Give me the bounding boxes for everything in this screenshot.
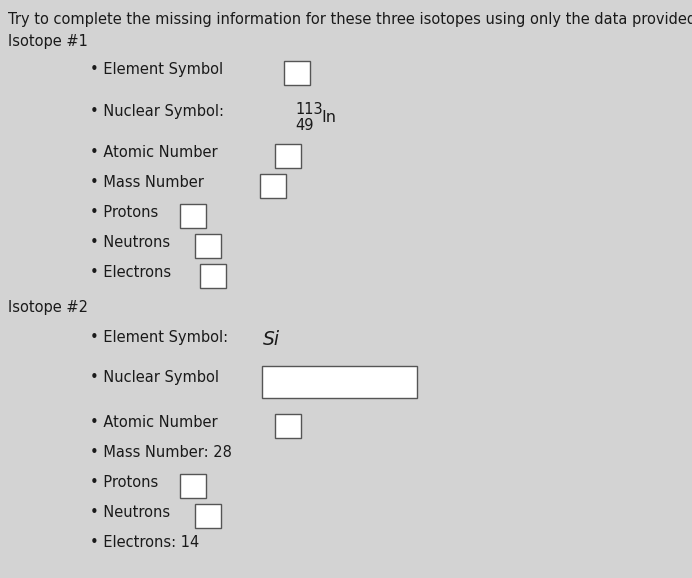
FancyBboxPatch shape: [195, 504, 221, 528]
FancyBboxPatch shape: [260, 174, 286, 198]
Text: In: In: [321, 110, 336, 125]
Text: • Mass Number: • Mass Number: [90, 175, 204, 190]
FancyBboxPatch shape: [284, 61, 310, 85]
Text: • Neutrons: • Neutrons: [90, 505, 170, 520]
FancyBboxPatch shape: [180, 204, 206, 228]
FancyBboxPatch shape: [200, 264, 226, 288]
Text: • Neutrons: • Neutrons: [90, 235, 170, 250]
Text: 113: 113: [295, 102, 322, 117]
Text: • Element Symbol:: • Element Symbol:: [90, 330, 233, 345]
Text: • Electrons: 14: • Electrons: 14: [90, 535, 199, 550]
Text: Try to complete the missing information for these three isotopes using only the : Try to complete the missing information …: [8, 12, 692, 27]
Text: • Nuclear Symbol:: • Nuclear Symbol:: [90, 104, 224, 119]
Text: Isotope #2: Isotope #2: [8, 300, 88, 315]
FancyBboxPatch shape: [195, 234, 221, 258]
Text: Isotope #1: Isotope #1: [8, 34, 88, 49]
Text: • Atomic Number: • Atomic Number: [90, 145, 217, 160]
FancyBboxPatch shape: [275, 414, 301, 438]
Text: Si: Si: [263, 330, 280, 349]
FancyBboxPatch shape: [275, 144, 301, 168]
FancyBboxPatch shape: [262, 366, 417, 398]
Text: • Protons: • Protons: [90, 475, 158, 490]
Text: • Electrons: • Electrons: [90, 265, 171, 280]
Text: 49: 49: [295, 118, 313, 133]
Text: • Atomic Number: • Atomic Number: [90, 415, 217, 430]
Text: • Mass Number: 28: • Mass Number: 28: [90, 445, 232, 460]
Text: • Element Symbol: • Element Symbol: [90, 62, 223, 77]
Text: • Protons: • Protons: [90, 205, 158, 220]
FancyBboxPatch shape: [180, 474, 206, 498]
Text: • Nuclear Symbol: • Nuclear Symbol: [90, 370, 219, 385]
